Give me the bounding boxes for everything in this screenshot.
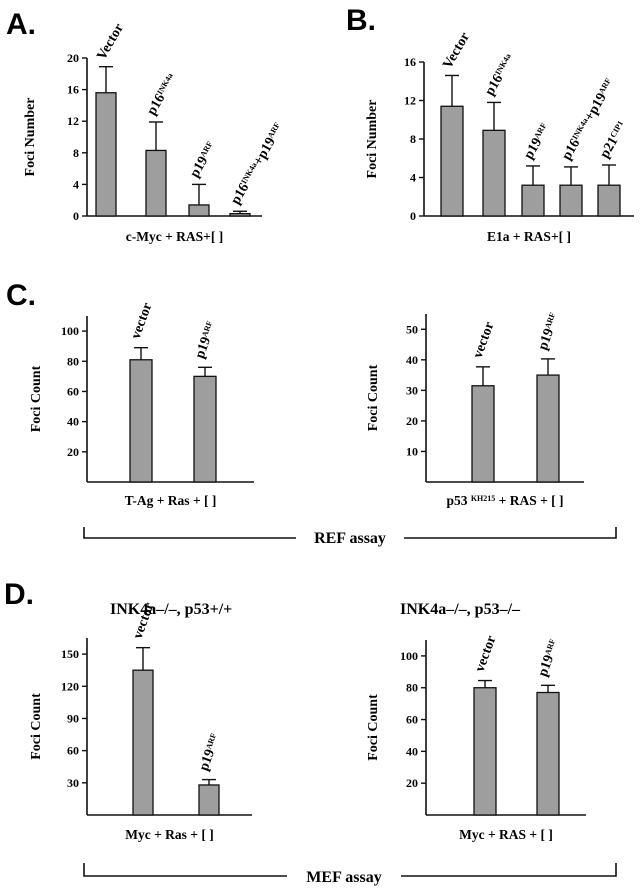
- x-axis-label: p53 KH215 + RAS + [ ]: [446, 493, 563, 508]
- category-label: Vector: [440, 30, 473, 71]
- bar: [597, 184, 621, 217]
- y-axis-title: Foci Count: [29, 365, 44, 432]
- y-axis-title: Foci Count: [29, 693, 44, 760]
- subtitle-d-left: INK4a–/–, p53+/+: [110, 601, 232, 618]
- y-tick-label: 60: [67, 744, 79, 758]
- panel-letter-d: D.: [4, 578, 34, 611]
- bar: [193, 375, 217, 483]
- mef-bracket-left: [83, 863, 287, 877]
- panel-letter-a: A.: [6, 8, 36, 41]
- y-axis-title: Foci Count: [366, 694, 381, 761]
- y-tick-label: 30: [406, 383, 418, 397]
- y-tick-label: 60: [67, 384, 79, 398]
- mef-assay-bracket: MEF assay: [83, 863, 617, 886]
- x-axis-label: Myc + Ras + [ ]: [125, 827, 214, 842]
- category-label: p19ARF: [521, 121, 554, 162]
- category-label: p19ARF: [187, 139, 220, 180]
- mef-assay-label: MEF assay: [306, 869, 381, 886]
- category-label: Vector: [94, 21, 127, 62]
- y-tick-label: 40: [406, 744, 418, 758]
- y-tick-label: 20: [67, 445, 79, 459]
- y-tick-label: 8: [73, 146, 79, 160]
- bar: [129, 359, 153, 483]
- y-tick-label: 20: [67, 51, 79, 65]
- category-label: p16INK4a: [482, 52, 518, 99]
- category-label: p19ARF: [196, 732, 224, 773]
- bar: [471, 385, 495, 483]
- mef-bracket-right: [401, 863, 617, 877]
- x-axis-label: c-Myc + RAS+[ ]: [126, 229, 223, 244]
- chart-a: 0 4 8 12 16 20 Foci Number Vector p16INK4ap19ARF…: [23, 21, 287, 244]
- category-label: p19ARF: [535, 311, 563, 352]
- ref-bracket-left: [83, 527, 296, 539]
- y-tick-label: 120: [61, 679, 79, 693]
- y-tick-label: 150: [61, 647, 79, 661]
- chart-c-right: 10 20 30 40 50 Foci Count vector p19ARF p53 KH21…: [366, 311, 584, 508]
- panel-letter-c: C.: [6, 279, 36, 312]
- y-tick-label: 0: [73, 209, 79, 223]
- y-tick-label: 50: [406, 322, 418, 336]
- bar: [132, 669, 154, 816]
- y-tick-label: 90: [67, 711, 79, 725]
- chart-c-left: 20 40 60 80 100 Foci Count vector p19ARF T-Ag + …: [29, 301, 254, 508]
- y-tick-label: 8: [410, 132, 416, 146]
- chart-d-right: 20 40 60 80 100 Foci Count vector p19ARF Myc + R…: [366, 634, 586, 842]
- y-axis-title: Foci Count: [366, 364, 381, 431]
- bar: [559, 184, 583, 217]
- y-tick-label: 16: [67, 83, 79, 97]
- y-tick-label: 4: [410, 171, 416, 185]
- y-tick-label: 100: [400, 649, 418, 663]
- y-tick-label: 80: [406, 681, 418, 695]
- category-label: p21CIP1: [597, 119, 630, 161]
- x-axis-label: Myc + RAS + [ ]: [459, 827, 553, 842]
- bar: [188, 204, 210, 217]
- y-tick-label: 40: [67, 415, 79, 429]
- y-tick-label: 4: [73, 177, 79, 191]
- bar: [229, 212, 251, 217]
- y-tick-label: 20: [406, 414, 418, 428]
- bar: [482, 129, 506, 217]
- category-label: p19ARF: [192, 319, 220, 360]
- bar: [473, 687, 497, 816]
- category-label: vector: [471, 320, 498, 360]
- y-tick-label: 16: [404, 55, 416, 69]
- subtitle-d-right: INK4a–/–, p53–/–: [400, 601, 521, 618]
- y-tick-label: 10: [406, 444, 418, 458]
- y-axis-title: Foci Number: [365, 100, 380, 179]
- y-tick-label: 30: [67, 776, 79, 790]
- bar: [95, 92, 117, 217]
- ref-bracket-right: [404, 527, 617, 539]
- category-label: p19ARF: [535, 637, 563, 678]
- category-label: vector: [129, 301, 156, 341]
- bar: [145, 149, 167, 217]
- x-axis-label: T-Ag + Ras + [ ]: [125, 493, 217, 508]
- bar: [521, 184, 545, 217]
- y-tick-label: 60: [406, 713, 418, 727]
- bar: [198, 784, 220, 816]
- category-label: p16INK4a: [144, 71, 180, 118]
- y-tick-label: 0: [410, 209, 416, 223]
- ref-assay-bracket: REF assay: [83, 527, 617, 547]
- y-tick-label: 40: [406, 353, 418, 367]
- category-label: p16INK4a+p19ARF: [228, 120, 287, 207]
- x-axis-label: E1a + RAS+[ ]: [487, 229, 571, 244]
- y-tick-label: 100: [61, 324, 79, 338]
- y-axis-title: Foci Number: [23, 98, 38, 177]
- category-label: vector: [473, 634, 500, 674]
- bar: [536, 691, 560, 816]
- ref-assay-label: REF assay: [314, 530, 386, 547]
- y-tick-label: 20: [406, 776, 418, 790]
- bar: [536, 374, 560, 483]
- bar: [440, 105, 464, 217]
- y-tick-label: 12: [404, 94, 416, 108]
- y-tick-label: 12: [67, 114, 79, 128]
- y-tick-label: 80: [67, 354, 79, 368]
- panel-letter-b: B.: [346, 4, 376, 37]
